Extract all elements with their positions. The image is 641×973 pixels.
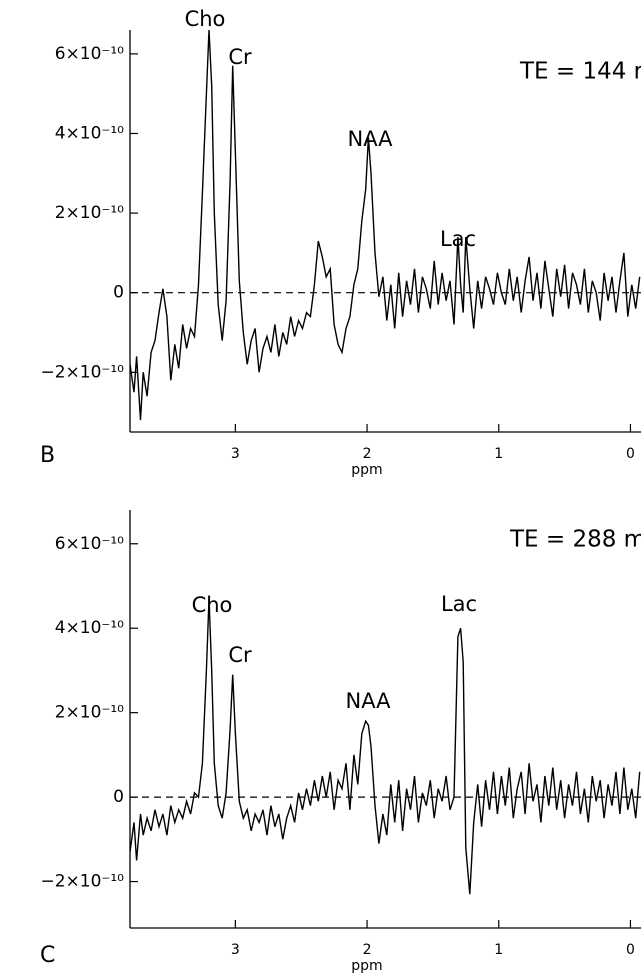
x-tick-label: 3 bbox=[231, 446, 240, 462]
peak-label: Cho bbox=[185, 7, 226, 31]
y-tick-label: −2×10⁻¹⁰ bbox=[40, 362, 124, 382]
peak-label: NAA bbox=[347, 127, 393, 151]
y-tick-label: 0 bbox=[113, 283, 124, 303]
peak-label: Cr bbox=[228, 45, 252, 69]
x-tick-label: 2 bbox=[363, 942, 372, 958]
x-tick-label: 1 bbox=[494, 942, 503, 958]
x-tick-label: 0 bbox=[626, 942, 635, 958]
panel-label: B bbox=[40, 443, 55, 468]
peak-label: Cr bbox=[228, 643, 252, 667]
y-tick-label: 4×10⁻¹⁰ bbox=[55, 123, 124, 143]
echo-time-label: TE = 288 ms bbox=[509, 527, 641, 553]
y-tick-label: 4×10⁻¹⁰ bbox=[55, 618, 124, 638]
peak-label: NAA bbox=[345, 689, 391, 713]
x-axis-label: ppm bbox=[351, 958, 382, 973]
x-tick-label: 0 bbox=[626, 446, 635, 462]
y-tick-label: 6×10⁻¹⁰ bbox=[55, 44, 124, 64]
peak-label: Lac bbox=[441, 592, 477, 616]
x-tick-label: 1 bbox=[494, 446, 503, 462]
echo-time-label: TE = 144 ms bbox=[519, 59, 641, 85]
x-tick-label: 3 bbox=[231, 942, 240, 958]
y-tick-label: 6×10⁻¹⁰ bbox=[55, 534, 124, 554]
peak-label: Cho bbox=[192, 593, 233, 617]
spectrum-line bbox=[130, 29, 641, 421]
spectrum-line bbox=[130, 598, 641, 895]
y-tick-label: 2×10⁻¹⁰ bbox=[55, 703, 124, 723]
panel-label: C bbox=[40, 943, 55, 968]
y-tick-label: −2×10⁻¹⁰ bbox=[40, 872, 124, 892]
x-axis-label: ppm bbox=[351, 462, 382, 478]
x-tick-label: 2 bbox=[363, 446, 372, 462]
y-tick-label: 2×10⁻¹⁰ bbox=[55, 203, 124, 223]
y-tick-label: 0 bbox=[113, 787, 124, 807]
